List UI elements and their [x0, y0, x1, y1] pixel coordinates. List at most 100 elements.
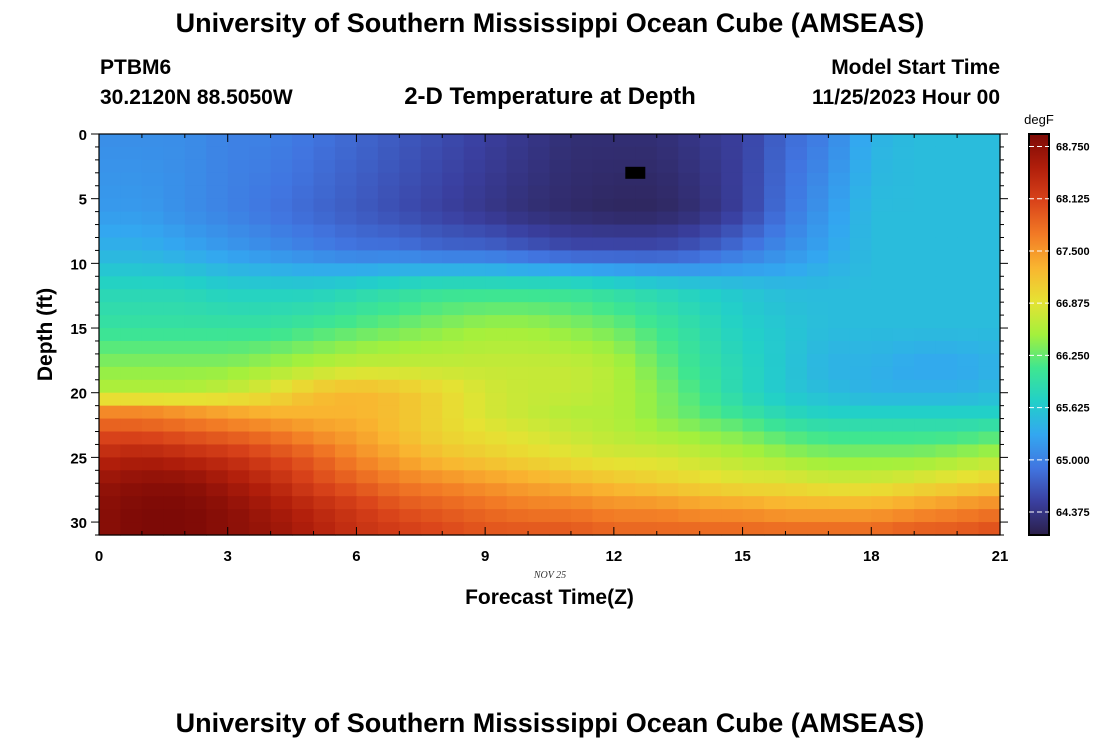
heatmap-cell [978, 159, 1001, 174]
heatmap-cell [334, 185, 358, 200]
heatmap-cell [292, 276, 315, 290]
heatmap-cell [206, 340, 229, 355]
x-axis-label: Forecast Time(Z) [465, 586, 634, 609]
heatmap-cell [334, 276, 358, 290]
heatmap-cell [163, 379, 186, 394]
heatmap-cell [99, 224, 122, 239]
heatmap-cell [334, 328, 358, 342]
heatmap-cell [206, 418, 229, 433]
heatmap-cell [334, 172, 358, 187]
heatmap-cell [806, 146, 829, 161]
heatmap-cell [592, 353, 615, 368]
heatmap-cell [570, 379, 593, 394]
heatmap-cell [292, 483, 315, 497]
plot-frame [98, 133, 1001, 536]
heatmap-cell [764, 211, 787, 226]
heatmap-cell [592, 263, 615, 277]
heatmap-cell [420, 328, 443, 342]
heatmap-cell [377, 263, 400, 277]
heatmap-cell [592, 340, 615, 355]
heatmap-cell [249, 340, 272, 355]
heatmap-cell [635, 405, 658, 420]
heatmap-cell [764, 198, 787, 213]
heatmap-cell [163, 496, 186, 510]
heatmap-cell [463, 509, 486, 523]
heatmap-cell [485, 289, 508, 303]
heatmap-cell [742, 496, 765, 510]
heatmap-cell [528, 250, 551, 264]
heatmap-cell [914, 237, 937, 252]
heatmap-cell [485, 198, 508, 213]
heatmap-cell [270, 198, 293, 213]
heatmap-cell [184, 470, 207, 484]
heatmap-cell [699, 302, 722, 316]
heatmap-cell [978, 315, 1001, 329]
x-tick-label: 6 [352, 548, 360, 565]
heatmap-cell [420, 522, 443, 536]
heatmap-cell [442, 328, 465, 342]
heatmap-cell [163, 328, 186, 342]
heatmap-cell [871, 444, 894, 458]
heatmap-cell [828, 470, 851, 484]
heatmap-cell [656, 224, 679, 239]
heatmap-cell [141, 276, 164, 290]
heatmap-cell [249, 250, 272, 264]
heatmap-cell [613, 418, 636, 433]
heatmap-cell [442, 276, 465, 290]
heatmap-cell [99, 405, 122, 420]
heatmap-cell [678, 146, 701, 161]
heatmap-cell [871, 457, 894, 471]
heatmap-cell [742, 185, 765, 200]
heatmap-cell [914, 379, 937, 394]
heatmap-cell [785, 276, 808, 290]
heatmap-cell [549, 211, 572, 226]
heatmap-cell [656, 392, 679, 407]
heatmap-cell [549, 353, 572, 368]
heatmap-cell [292, 146, 315, 161]
heatmap-cell [699, 276, 722, 290]
heatmap-cell [270, 276, 293, 290]
heatmap-cell [356, 134, 379, 148]
heatmap-cell [613, 340, 636, 355]
heatmap-cell [549, 289, 572, 303]
heatmap-cell [699, 250, 722, 264]
heatmap-cell [120, 522, 143, 536]
heatmap-cell [742, 315, 765, 329]
heatmap-cell [613, 366, 636, 381]
heatmap-cell [99, 315, 122, 329]
heatmap-cell [270, 340, 293, 355]
heatmap-cell [399, 328, 422, 342]
heatmap-cell [764, 483, 787, 497]
heatmap-cell [785, 418, 808, 433]
heatmap-cell [141, 198, 164, 213]
heatmap-cell [742, 159, 765, 174]
heatmap-cell [227, 392, 250, 407]
heatmap-cell [742, 211, 765, 226]
heatmap-cell [463, 418, 486, 433]
heatmap-cell [806, 522, 829, 536]
heatmap-cell [163, 353, 186, 368]
heatmap-cell [227, 418, 250, 433]
heatmap-cell [742, 470, 765, 484]
heatmap-cell [806, 483, 829, 497]
colorbar-tick-label: 65.000 [1056, 455, 1090, 467]
heatmap-cell [656, 263, 679, 277]
heatmap-cell [506, 483, 529, 497]
heatmap-cell [249, 431, 272, 446]
heatmap-cell [184, 431, 207, 446]
heatmap-cell [485, 340, 508, 355]
heatmap-cell [849, 263, 872, 277]
heatmap-cell [184, 159, 207, 174]
heatmap-cell [506, 159, 529, 174]
heatmap-cell [120, 276, 143, 290]
heatmap-cell [592, 134, 615, 148]
heatmap-cell [721, 224, 744, 239]
heatmap-cell [935, 418, 958, 433]
heatmap-cell [270, 302, 293, 316]
heatmap-cell [978, 276, 1001, 290]
heatmap-cell [721, 379, 744, 394]
heatmap-cell [935, 340, 958, 355]
heatmap-cell [871, 379, 894, 394]
heatmap-cell [356, 224, 379, 239]
heatmap-cell [506, 211, 529, 226]
